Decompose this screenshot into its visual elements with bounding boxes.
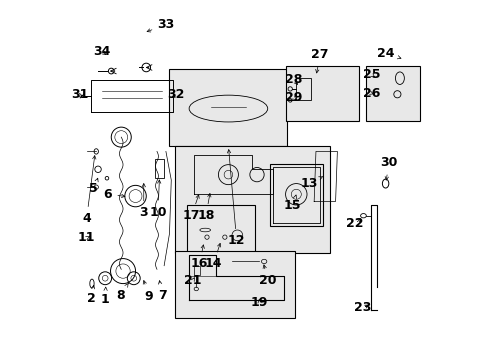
- Text: 33: 33: [147, 18, 174, 32]
- FancyBboxPatch shape: [187, 205, 255, 253]
- Text: 12: 12: [227, 150, 245, 247]
- FancyBboxPatch shape: [175, 146, 329, 253]
- Text: 17: 17: [183, 195, 200, 222]
- FancyBboxPatch shape: [169, 69, 287, 146]
- Text: 23: 23: [354, 301, 371, 314]
- Text: 11: 11: [78, 231, 95, 244]
- Text: 8: 8: [116, 283, 128, 302]
- Text: 1: 1: [101, 287, 109, 306]
- Text: 6: 6: [103, 188, 124, 201]
- FancyBboxPatch shape: [285, 66, 358, 121]
- Text: 15: 15: [284, 195, 301, 212]
- Text: 16: 16: [190, 245, 208, 270]
- FancyBboxPatch shape: [269, 164, 323, 226]
- Text: 19: 19: [250, 296, 267, 309]
- Text: 31: 31: [71, 89, 88, 102]
- Bar: [296, 78, 310, 100]
- Text: 10: 10: [149, 180, 166, 219]
- Text: 29: 29: [285, 91, 302, 104]
- Text: 34: 34: [93, 45, 110, 58]
- Text: 13: 13: [300, 176, 322, 190]
- Text: 18: 18: [197, 194, 214, 222]
- Text: 5: 5: [89, 178, 98, 195]
- FancyBboxPatch shape: [365, 66, 419, 121]
- Text: 3: 3: [139, 184, 148, 219]
- Text: 25: 25: [362, 68, 379, 81]
- Text: 22: 22: [346, 217, 363, 230]
- Text: 14: 14: [204, 243, 222, 270]
- Text: 27: 27: [311, 49, 328, 73]
- Text: 21: 21: [183, 274, 201, 287]
- Text: 4: 4: [82, 156, 96, 225]
- FancyBboxPatch shape: [175, 251, 294, 318]
- Text: 32: 32: [167, 89, 184, 102]
- Bar: [194, 266, 200, 275]
- Text: 7: 7: [158, 281, 166, 302]
- Text: 26: 26: [362, 87, 379, 100]
- Text: 28: 28: [285, 73, 302, 86]
- Text: 2: 2: [86, 285, 95, 305]
- Text: 20: 20: [259, 265, 276, 287]
- Text: 9: 9: [143, 280, 153, 303]
- Text: 30: 30: [380, 156, 397, 180]
- Bar: [155, 158, 164, 178]
- Text: 24: 24: [376, 47, 400, 60]
